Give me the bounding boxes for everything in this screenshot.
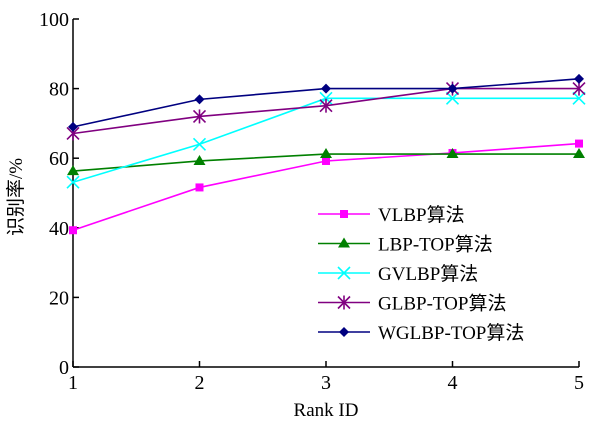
x-tick-label: 5 [574,372,584,394]
legend-label: LBP-TOP算法 [378,234,493,256]
x-tick-label: 4 [448,372,458,394]
data-point [66,175,80,189]
legend-item: LBP-TOP算法 [318,234,493,256]
data-point [192,137,207,151]
axes: 0 20 40 60 80 100 1 2 3 4 5 [39,9,584,394]
data-point [194,94,205,105]
data-point [322,156,330,165]
y-tick-label: 40 [49,218,69,240]
legend-marker [338,237,350,248]
y-tick-label: 20 [49,287,69,309]
series-2 [67,148,585,176]
legend-marker [337,266,351,280]
legend-marker [339,327,349,337]
legend-marker [337,295,351,310]
legend-item: VLBP算法 [318,204,465,226]
data-point [193,154,206,165]
legend-label: GLBP-TOP算法 [378,293,506,315]
legend-item: WGLBP-TOP算法 [318,322,524,344]
legend-item: GLBP-TOP算法 [318,293,506,315]
data-point [321,83,331,94]
data-point [446,148,459,159]
legend-label: VLBP算法 [378,204,465,226]
data-point [192,109,207,124]
data-point [68,121,78,132]
legend-marker [340,210,348,218]
data-point [447,83,458,94]
x-axis-label: Rank ID [294,400,359,421]
legend: VLBP算法 LBP-TOP算法 GVLBP算法 GLBP-TOP算法 WGLBP-TO… [318,204,524,344]
data-point [572,81,586,96]
data-point [445,91,460,105]
legend-label: WGLBP-TOP算法 [378,322,524,344]
x-tick-label: 2 [195,372,205,394]
data-point [572,91,586,105]
data-point [575,139,583,148]
data-point [69,226,77,235]
data-point [67,165,79,176]
legend-item: GVLBP算法 [318,263,478,285]
y-tick-label: 80 [49,79,69,101]
data-point [320,148,332,159]
data-point [574,73,584,84]
series-layer [66,73,586,235]
y-tick-label: 60 [49,148,69,170]
x-tick-label: 1 [68,372,78,394]
y-axis-label: 识别率/% [5,158,27,236]
legend-label: GVLBP算法 [378,263,478,285]
series-4 [66,81,586,141]
y-tick-label: 0 [59,357,69,379]
y-tick-label: 100 [39,9,69,31]
series-5 [68,73,584,132]
data-point [319,98,333,113]
x-tick-label: 3 [321,372,331,394]
data-point [195,183,204,192]
data-point [573,148,585,159]
